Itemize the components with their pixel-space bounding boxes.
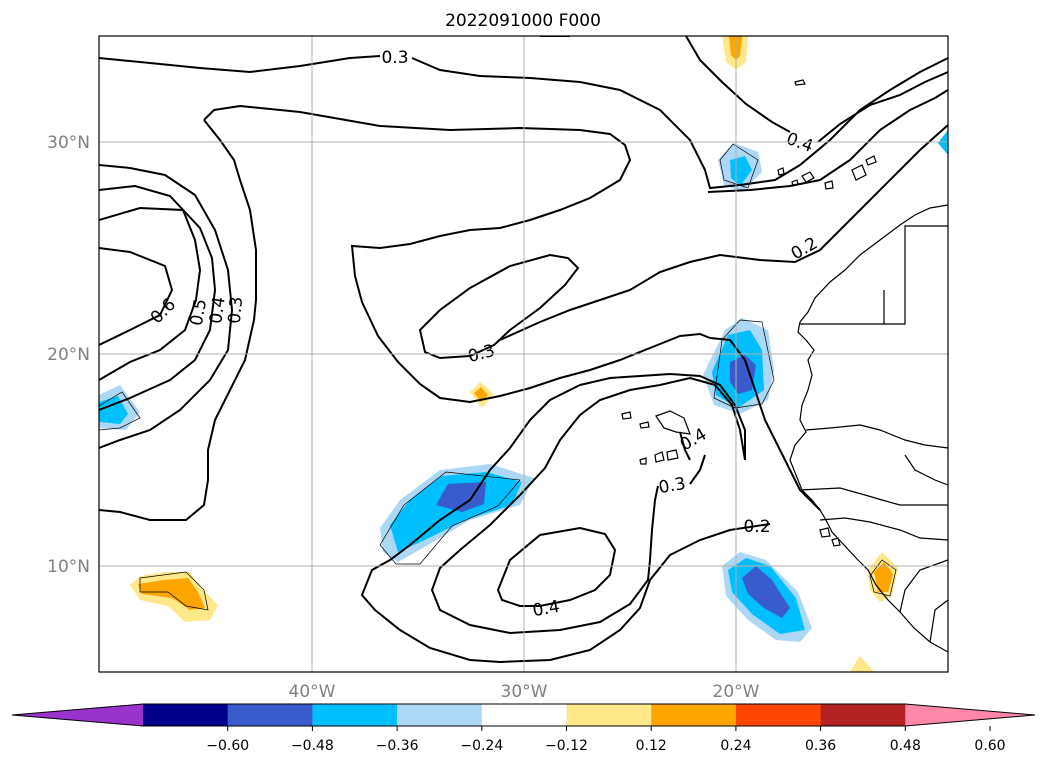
colorbar-segment (820, 704, 906, 726)
border-western-sahara (800, 225, 948, 325)
colorbar-tick-label: −0.12 (545, 738, 588, 754)
border-guinea (799, 487, 948, 506)
contour-06 (99, 247, 174, 346)
map-title: 2022091000 F000 (445, 11, 601, 31)
colorbar-tick-label: −0.48 (291, 738, 334, 754)
outline-14w (869, 559, 897, 597)
lon-label-40w: 40°W (289, 682, 336, 702)
island-bissagos-1 (819, 527, 831, 538)
contour-04-left (99, 184, 217, 411)
lon-labels: 40°W 30°W 20°W (289, 682, 760, 702)
contour-03-left-a (203, 119, 257, 321)
border-senegal-mali (805, 424, 948, 449)
colorbar-segment (143, 704, 229, 726)
lon-label-30w: 30°W (501, 682, 548, 702)
island-canary-6 (865, 155, 877, 166)
outline-20n (713, 319, 775, 409)
shade-yellow-bottom (850, 656, 874, 672)
contour-04-right (707, 89, 948, 193)
colorbar-segment (312, 704, 398, 726)
shade-orange-8n (138, 578, 205, 610)
african-coastline (789, 204, 948, 653)
colorbar-segment (735, 704, 822, 726)
contour-04-capeverde (679, 431, 691, 461)
contour-02-top (499, 124, 948, 341)
contour-03-loop (203, 104, 711, 404)
island-capeverde-2 (639, 421, 650, 429)
outline-left (99, 391, 141, 431)
contour-05 (99, 206, 202, 381)
contour-04-top (685, 36, 948, 143)
island-madeira (794, 79, 806, 86)
outline-8n (139, 571, 209, 611)
contour-02-lower (360, 337, 821, 664)
island-canary-3 (801, 171, 815, 183)
map-frame (98, 35, 949, 673)
shade-outlines (99, 143, 897, 611)
map-panel: 0.3 0.4 0.2 0.6 0.5 0.4 0.3 0.3 0.4 0.3 … (98, 35, 949, 673)
outline-13n (379, 471, 521, 565)
colorbar-segment (481, 704, 567, 726)
contour-03-inner (418, 253, 580, 360)
contour-label: 0.3 (225, 296, 247, 325)
colorbar: −0.60 −0.48 −0.36 −0.24 −0.12 0.12 0.24 0.36 0.4… (11, 703, 1036, 754)
island-capeverde-3 (655, 410, 691, 435)
border-liberia (899, 559, 948, 613)
colorbar-extend-high (905, 704, 1035, 726)
island-bissagos-2 (831, 537, 841, 547)
island-capeverde-6 (666, 449, 679, 461)
shaded-fields (99, 36, 948, 672)
colorbar-segment (397, 704, 483, 726)
contour-03-center (430, 376, 746, 635)
lat-label-30n: 30°N (47, 133, 90, 153)
colorbar-tick-label: 0.60 (974, 738, 1005, 754)
border-ivory-coast (929, 599, 948, 643)
shade-blue-13n (390, 472, 522, 552)
border-guinea-south (819, 517, 948, 541)
colorbar-tick-label: 0.24 (720, 738, 751, 754)
contour-label: 0.3 (657, 474, 687, 498)
colorbar-segment (566, 704, 652, 726)
lat-label-20n: 20°N (47, 345, 90, 365)
shade-blue-left (99, 396, 128, 424)
colorbar-tick-label: −0.60 (206, 738, 249, 754)
contour-label: 0.4 (206, 295, 230, 325)
island-canary-5 (851, 164, 867, 181)
contour-03-top (99, 55, 948, 190)
contour-03-left (99, 164, 234, 449)
colorbar-tick-label: 0.48 (890, 738, 921, 754)
island-capeverde-5 (654, 451, 665, 463)
lon-label-20w: 20°W (713, 682, 760, 702)
lat-labels: 30°N 20°N 10°N (47, 133, 90, 577)
colorbar-tick-label: 0.12 (636, 738, 667, 754)
colorbar-extend-low (12, 704, 143, 726)
contour-label: 0.4 (531, 597, 561, 621)
shade-orange-14w (874, 562, 893, 592)
colorbar-outline (11, 703, 1036, 727)
contour-label: 0.5 (187, 297, 211, 327)
island-canary-4 (824, 180, 834, 190)
shade-medblue-13n (436, 482, 486, 512)
contour-04-inner (496, 526, 617, 607)
colorbar-segment (651, 704, 737, 726)
gridlines (99, 36, 948, 672)
border-mali-east (904, 454, 948, 486)
coastlines (621, 79, 948, 653)
colorbar-tick-label: −0.36 (376, 738, 419, 754)
shade-medblue-9n (742, 566, 790, 618)
colorbar-tick-label: −0.24 (460, 738, 503, 754)
lat-label-10n: 10°N (47, 557, 90, 577)
contour-label: 0.2 (743, 517, 770, 537)
colorbar-segment (227, 704, 313, 726)
contour-lines (99, 36, 948, 664)
contour-03-left-b (99, 319, 255, 521)
island-capeverde-4 (639, 457, 647, 465)
contour-label: 0.3 (381, 48, 408, 68)
island-capeverde-1 (621, 411, 632, 420)
colorbar-tick-label: 0.36 (805, 738, 836, 754)
